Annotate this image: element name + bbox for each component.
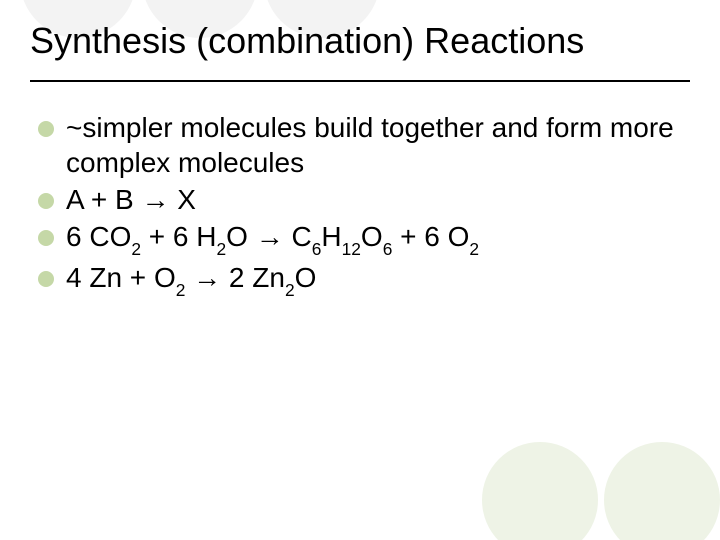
decor-circle [482,442,598,540]
bullet-item: 4 Zn + O2 → 2 Zn2O [38,260,690,299]
bullet-item: A + B → X [38,182,690,217]
slide-title: Synthesis (combination) Reactions [30,20,690,82]
decor-circle [604,442,720,540]
bullet-list: ~simpler molecules build together and fo… [30,110,690,300]
bullet-item: 6 CO2 + 6 H2O → C6H12O6 + 6 O2 [38,219,690,258]
slide-content: Synthesis (combination) Reactions ~simpl… [0,0,720,300]
bullet-item: ~simpler molecules build together and fo… [38,110,690,180]
